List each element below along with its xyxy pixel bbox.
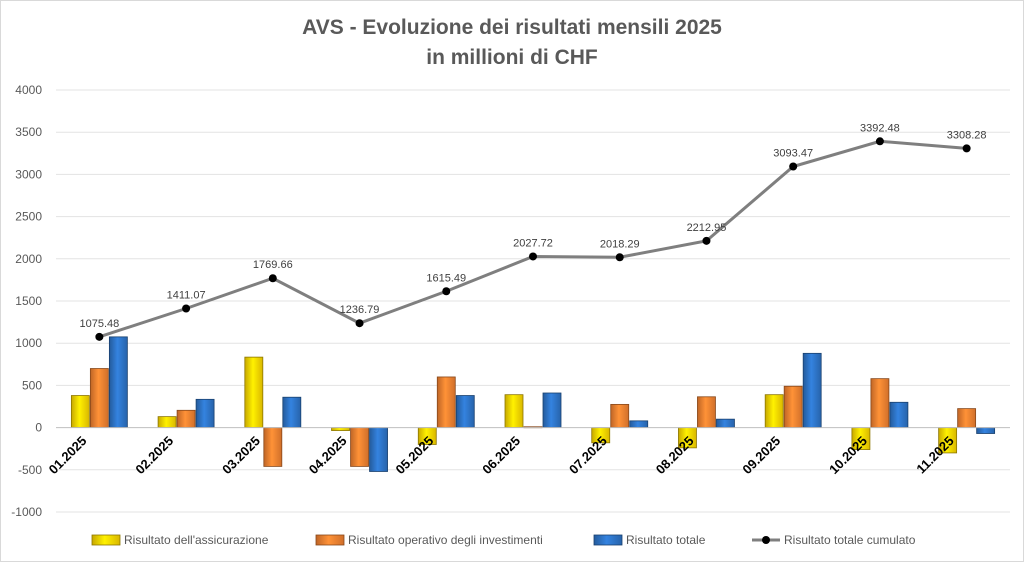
y-tick-label: 3000 [15,167,42,181]
y-tick-label: -500 [18,463,42,477]
data-label: 3308.28 [947,129,987,141]
bar [870,378,890,429]
chart-title: AVS - Evoluzione dei risultati mensili 2… [302,16,722,39]
y-tick-label: 0 [35,421,42,435]
line-marker [702,236,711,245]
bar [764,394,784,428]
bar [889,401,909,428]
legend-swatch [593,534,623,546]
bar [610,403,630,429]
bar [108,336,128,428]
bar [542,392,562,429]
bar [629,420,649,428]
y-tick-label: 2000 [15,252,42,266]
bars [70,336,996,472]
data-label: 2212.95 [687,222,727,234]
data-label: 1236.79 [340,304,380,316]
bar [195,398,215,428]
legend-label: Risultato totale cumulato [784,533,916,547]
legend-label: Risultato operativo degli investimenti [348,533,543,547]
bar [369,427,388,472]
bar [157,416,177,428]
line-marker [182,304,191,313]
line-marker [615,253,624,262]
bar [244,356,264,429]
y-tick-label: 4000 [15,83,42,97]
cumulative-line [95,137,971,341]
line-marker [268,274,277,283]
bar [697,396,716,429]
chart-subtitle: in millioni di CHF [426,46,598,69]
data-label: 3093.47 [773,148,813,160]
bar [70,395,90,429]
y-axis-ticks: -1000 -500 0 500 1000 1500 2000 2500 3000 3500 400… [11,83,42,519]
bar [282,396,302,429]
line-marker [962,144,971,153]
legend: Risultato dell'assicurazione Risultato op… [91,533,916,547]
y-tick-label: 500 [22,378,42,392]
bar [176,409,196,429]
bar [504,394,524,428]
legend-swatch [315,534,345,546]
y-tick-label: 1500 [15,294,42,308]
bar [802,352,822,429]
data-label: 1769.66 [253,259,293,271]
data-label: 1411.07 [167,290,206,302]
y-tick-label: -1000 [11,505,42,519]
y-tick-label: 1000 [15,336,42,350]
data-label: 1615.49 [426,272,466,284]
data-label: 2018.29 [600,238,640,250]
data-label: 2027.72 [513,237,553,249]
data-labels: 1075.48 1411.07 1769.66 1236.79 1615.49 2027.… [79,122,986,330]
bar [783,385,803,428]
bar [350,427,369,467]
bar [455,395,475,429]
line-marker [529,252,537,261]
legend-swatch [91,534,121,546]
data-label: 3392.48 [860,122,900,134]
data-label: 1075.48 [79,318,119,330]
bar [263,427,283,467]
line-marker [442,287,451,296]
line-marker [95,332,104,341]
y-tick-label: 2500 [15,210,42,224]
bar [89,368,109,428]
legend-marker [762,536,770,544]
y-tick-label: 3500 [15,125,42,139]
line-marker [875,137,884,146]
line-marker [355,319,364,328]
legend-label: Risultato dell'assicurazione [124,533,269,547]
bar [957,408,977,428]
legend-label: Risultato totale [626,533,706,547]
bar [436,376,456,428]
bar [716,418,735,429]
bar [976,427,996,434]
line-marker [789,162,798,171]
